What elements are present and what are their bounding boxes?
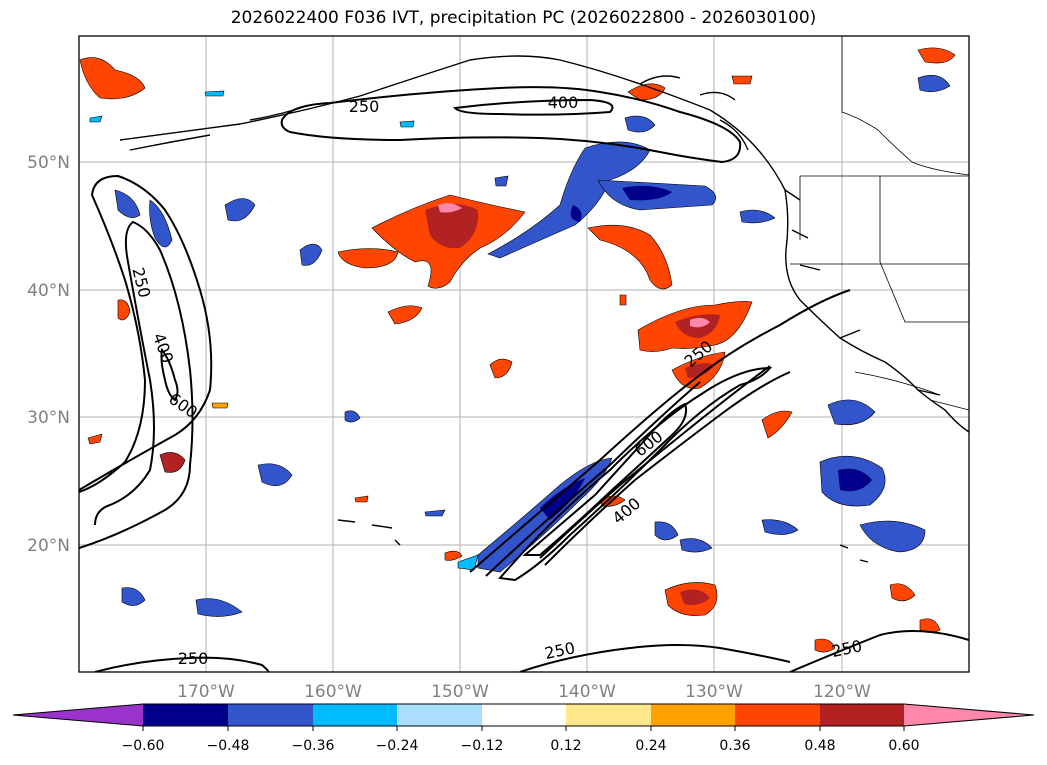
lat-label: 40°N	[27, 281, 70, 301]
contour-label: 250	[349, 97, 380, 116]
colorbar-tick-label: 0.12	[550, 738, 581, 754]
lon-label: 150°W	[431, 682, 489, 702]
colorbar-cell	[566, 704, 651, 726]
colorbar-cell	[13, 704, 143, 726]
positive-pc-regions	[79, 47, 956, 653]
colorbar-cell	[482, 704, 566, 726]
colorbar-cell	[143, 704, 228, 726]
colorbar-cell	[820, 704, 904, 726]
latitude-labels: 50°N 40°N 30°N 20°N	[27, 153, 70, 556]
colorbar-tick-label: −0.36	[292, 738, 335, 754]
colorbar-cell	[735, 704, 820, 726]
colorbar: −0.60 −0.48 −0.36 −0.24 −0.12 0.12 0.24 …	[12, 703, 1035, 754]
colorbar-cell	[397, 704, 482, 726]
colorbar-cell	[313, 704, 397, 726]
colorbar-tick-label: −0.60	[122, 738, 165, 754]
page-title: 2026022400 F036 IVT, precipitation PC (2…	[230, 8, 817, 28]
colorbar-tick-label: 0.36	[719, 738, 750, 754]
colorbar-tick-label: −0.12	[461, 738, 504, 754]
contour-label: 250	[178, 649, 209, 668]
contour-labels: 250 400 250 400 600 250 600 400 250 250 …	[128, 93, 863, 668]
colorbar-tick-label: −0.48	[207, 738, 250, 754]
map-frame	[78, 35, 970, 673]
borders	[790, 36, 969, 411]
lon-label: 120°W	[813, 682, 871, 702]
lat-label: 30°N	[27, 408, 70, 428]
lat-label: 20°N	[27, 536, 70, 556]
colorbar-tick-label: 0.48	[804, 738, 835, 754]
lon-label: 130°W	[685, 682, 743, 702]
lat-label: 50°N	[27, 153, 70, 173]
colorbar-tick-label: 0.24	[635, 738, 666, 754]
colorbar-tick-label: 0.60	[888, 738, 919, 754]
longitude-labels: 170°W 160°W 150°W 140°W 130°W 120°W	[177, 682, 871, 702]
contour-label: 400	[548, 93, 579, 112]
lon-label: 160°W	[304, 682, 362, 702]
lon-label: 170°W	[177, 682, 235, 702]
colorbar-cell	[651, 704, 735, 726]
colorbar-cell	[904, 704, 1034, 726]
colorbar-tick-label: −0.24	[376, 738, 419, 754]
ivt-contours	[79, 86, 969, 672]
colorbar-cell	[228, 704, 313, 726]
map-background	[79, 36, 969, 672]
lon-label: 140°W	[558, 682, 616, 702]
